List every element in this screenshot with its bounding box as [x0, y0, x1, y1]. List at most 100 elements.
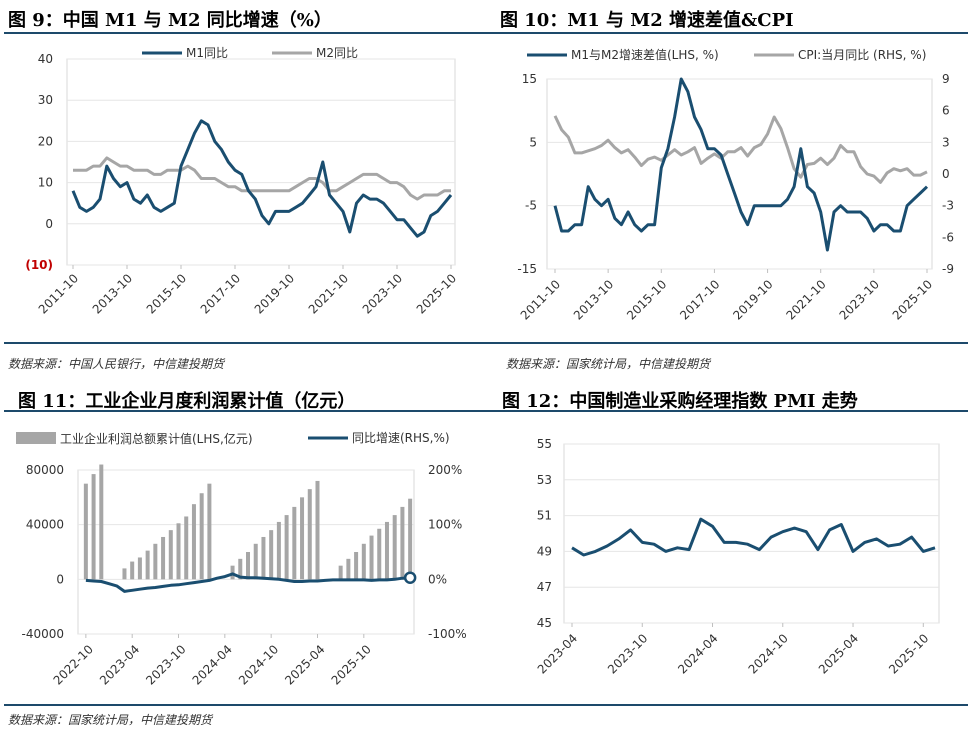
- legend-profit-label: 工业企业利润总额累计值(LHS,亿元): [60, 431, 253, 446]
- chart10-x-tick-2: 2015-10: [624, 277, 669, 322]
- chart11-x-tick-3: 2024-04: [190, 642, 235, 687]
- profit-bar: [300, 497, 305, 580]
- series-line-pmi: [571, 517, 936, 557]
- series-line-m1-m2-spread: [553, 77, 929, 252]
- y-tick-label-3: 10: [38, 176, 53, 190]
- profit-bar: [284, 515, 289, 580]
- chart11-x-tick-0: 2022-10: [51, 642, 96, 687]
- y-tick-label-lhs-2: -5: [525, 199, 537, 213]
- series-line-yoy: [85, 572, 411, 593]
- profit-bar: [269, 530, 274, 580]
- chart9-x-tick-2: 2015-10: [144, 271, 189, 316]
- chart10-x-tick-1: 2013-10: [571, 277, 616, 322]
- y-tick-label-1: 30: [38, 93, 53, 107]
- chart12-x-tick-2: 2024-04: [675, 631, 720, 676]
- profit-bar: [408, 498, 413, 580]
- y-tick-label-rhs-1: 6: [942, 104, 950, 118]
- series-line-m1: [71, 119, 453, 238]
- profit-bar: [338, 565, 343, 580]
- profit-bar: [392, 515, 397, 580]
- y-tick-label-4: 0: [45, 217, 53, 231]
- chart10-x-tick-4: 2019-10: [730, 277, 775, 322]
- profit-bar: [369, 535, 374, 580]
- profit-bar: [253, 543, 258, 580]
- chart10-title: 图 10：M1 与 M2 增速差值&CPI: [500, 10, 794, 31]
- profit-bar: [168, 530, 173, 580]
- last-point-marker: [403, 571, 417, 584]
- y-tick-label-rhs-6: -9: [942, 262, 954, 276]
- chart10-x-tick-6: 2023-10: [837, 277, 882, 322]
- profit-bar: [276, 521, 281, 580]
- profit-bar: [130, 561, 135, 580]
- series-line-m2: [73, 156, 451, 201]
- y-tick-label-lhs-0: 15: [522, 72, 537, 86]
- plot-frame: [563, 443, 940, 624]
- legend-yoy-label: 同比增速(RHS,%): [352, 431, 450, 445]
- profit-bar: [161, 536, 166, 580]
- chart9-source: 数据来源：中国人民银行，中信建投期货: [8, 357, 225, 371]
- mid-rule-2: [4, 410, 968, 412]
- plot-frame: [546, 78, 933, 270]
- chart11-x-tick-1: 2023-04: [97, 642, 142, 687]
- profit-bar: [199, 493, 204, 580]
- chart9-title: 图 9：中国 M1 与 M2 同比增速（%）: [8, 10, 332, 31]
- chart10-x-tick-5: 2021-10: [783, 277, 828, 322]
- profit-bar: [184, 516, 189, 580]
- profit-bar: [191, 504, 196, 580]
- profit-bar: [207, 483, 212, 580]
- profit-bar: [238, 558, 243, 580]
- y-tick-label-1: 53: [537, 473, 552, 487]
- y-tick-label-rhs-3: -100%: [428, 627, 467, 641]
- top-rule-right: [498, 32, 968, 34]
- chart12-x-tick-0: 2023-04: [535, 631, 580, 676]
- y-tick-label-lhs-1: 40000: [26, 518, 64, 532]
- profit-bar: [145, 550, 150, 580]
- y-tick-label-rhs-5: -6: [942, 230, 954, 244]
- legend-cpi-label: CPI:当月同比 (RHS, %): [798, 48, 926, 62]
- chart11-source: 数据来源：国家统计局，中信建投期货: [8, 713, 213, 727]
- bottom-rule: [4, 704, 968, 706]
- chart10-x-tick-0: 2011-10: [518, 277, 563, 322]
- y-tick-label-lhs-1: 5: [529, 135, 537, 149]
- profit-bar: [292, 506, 297, 580]
- y-tick-label-0: 55: [537, 437, 552, 451]
- profit-bar: [137, 557, 142, 580]
- profit-bar: [83, 483, 88, 580]
- profit-bar: [377, 528, 382, 580]
- chart12-x-tick-3: 2024-10: [746, 631, 791, 676]
- profit-bar: [91, 474, 96, 580]
- chart9-x-tick-4: 2019-10: [252, 271, 297, 316]
- legend-spread-label: M1与M2增速差值(LHS, %): [571, 47, 719, 62]
- y-tick-label-4: 47: [537, 580, 552, 594]
- y-tick-label-rhs-2: 3: [942, 135, 950, 149]
- chart12-x-tick-1: 2023-10: [605, 631, 650, 676]
- y-tick-label-rhs-0: 200%: [428, 463, 462, 477]
- chart11-x-tick-2: 2023-10: [143, 642, 188, 687]
- profit-bar: [153, 543, 158, 580]
- chart10-source: 数据来源：国家统计局，中信建投期货: [506, 357, 711, 371]
- chart9-x-tick-5: 2021-10: [306, 271, 351, 316]
- chart12-x-tick-4: 2025-04: [816, 631, 861, 676]
- chart11-x-tick-5: 2025-04: [282, 642, 327, 687]
- y-tick-label-lhs-2: 0: [56, 572, 64, 586]
- profit-bar: [346, 558, 351, 580]
- chart11-title: 图 11：工业企业月度利润累计值（亿元）: [18, 391, 356, 412]
- chart-m1-m2-yoy: 40 30 20 10 0 (10)2011-10 2013-10 2015-10 2017-1…: [25, 46, 459, 317]
- y-tick-label-rhs-2: 0%: [428, 572, 447, 586]
- profit-bar: [261, 536, 266, 580]
- y-tick-label-rhs-1: 100%: [428, 518, 462, 532]
- profit-bar: [122, 568, 127, 580]
- y-tick-label-3: 49: [537, 544, 552, 558]
- profit-bar: [176, 523, 181, 580]
- chart9-x-tick-3: 2017-10: [198, 271, 243, 316]
- chart9-x-tick-7: 2025-10: [414, 271, 459, 316]
- profit-bar: [361, 543, 366, 580]
- y-tick-label-lhs-0: 80000: [26, 463, 64, 477]
- profit-bar: [354, 552, 359, 580]
- chart10-x-tick-3: 2017-10: [677, 277, 722, 322]
- chart12-x-tick-5: 2025-10: [886, 631, 931, 676]
- profit-bar: [307, 489, 312, 580]
